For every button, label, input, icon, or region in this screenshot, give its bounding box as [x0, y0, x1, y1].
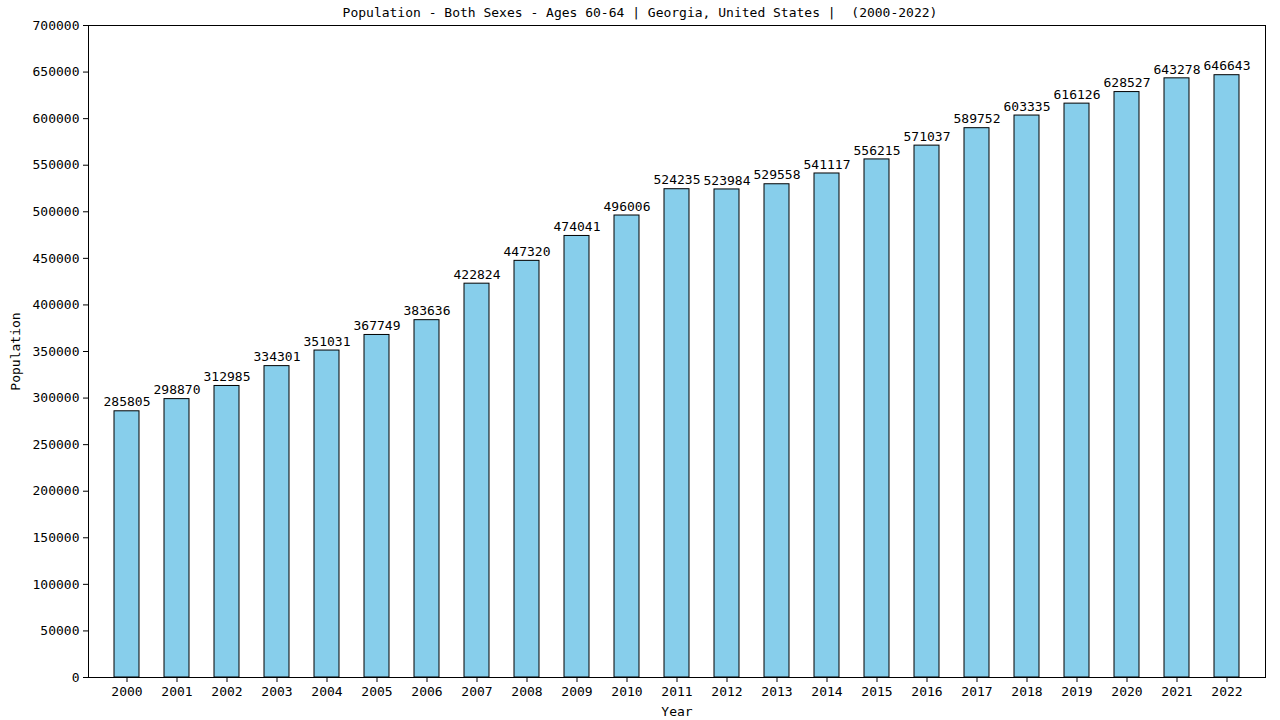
svg-text:2005: 2005	[361, 684, 392, 699]
svg-text:556215: 556215	[854, 143, 901, 158]
svg-text:2022: 2022	[1211, 684, 1242, 699]
svg-text:0: 0	[72, 670, 80, 685]
svg-text:529558: 529558	[754, 167, 801, 182]
svg-text:643278: 643278	[1154, 61, 1201, 76]
svg-text:100000: 100000	[33, 577, 80, 592]
svg-text:2008: 2008	[511, 684, 542, 699]
svg-text:300000: 300000	[33, 390, 80, 405]
svg-text:2002: 2002	[211, 684, 242, 699]
svg-text:Year: Year	[661, 704, 692, 719]
svg-text:2007: 2007	[461, 684, 492, 699]
svg-text:571037: 571037	[904, 129, 951, 144]
svg-text:2001: 2001	[161, 684, 192, 699]
svg-text:2016: 2016	[911, 684, 942, 699]
svg-text:603335: 603335	[1004, 99, 1051, 114]
svg-text:422824: 422824	[454, 267, 501, 282]
svg-text:2006: 2006	[411, 684, 442, 699]
svg-text:600000: 600000	[33, 111, 80, 126]
svg-text:312985: 312985	[204, 369, 251, 384]
svg-text:2009: 2009	[561, 684, 592, 699]
svg-text:447320: 447320	[504, 244, 551, 259]
html-text:Population - Both Sexes - Ages: Population - Both Sexes - Ages 60-64 | G…	[342, 5, 938, 20]
svg-text:589752: 589752	[954, 111, 1001, 126]
svg-text:541117: 541117	[804, 157, 851, 172]
svg-text:628527: 628527	[1104, 75, 1151, 90]
svg-text:351031: 351031	[304, 334, 351, 349]
svg-text:350000: 350000	[33, 344, 80, 359]
svg-text:650000: 650000	[33, 64, 80, 79]
svg-text:500000: 500000	[33, 204, 80, 219]
svg-text:250000: 250000	[33, 437, 80, 452]
svg-text:646643: 646643	[1204, 58, 1251, 73]
svg-text:2018: 2018	[1011, 684, 1042, 699]
svg-text:2020: 2020	[1111, 684, 1142, 699]
svg-text:496006: 496006	[604, 199, 651, 214]
svg-text:400000: 400000	[33, 297, 80, 312]
svg-text:2013: 2013	[761, 684, 792, 699]
svg-text:2010: 2010	[611, 684, 642, 699]
svg-text:383636: 383636	[404, 303, 451, 318]
svg-text:523984: 523984	[704, 173, 751, 188]
svg-text:450000: 450000	[33, 251, 80, 266]
svg-text:524235: 524235	[654, 172, 701, 187]
svg-text:2003: 2003	[261, 684, 292, 699]
svg-text:2000: 2000	[111, 684, 142, 699]
svg-text:616126: 616126	[1054, 87, 1101, 102]
svg-text:367749: 367749	[354, 318, 401, 333]
svg-text:285805: 285805	[104, 394, 151, 409]
svg-text:2017: 2017	[961, 684, 992, 699]
svg-text:2004: 2004	[311, 684, 342, 699]
svg-text:298870: 298870	[154, 382, 201, 397]
svg-text:2012: 2012	[711, 684, 742, 699]
svg-text:50000: 50000	[40, 623, 79, 638]
svg-text:334301: 334301	[254, 349, 301, 364]
svg-text:474041: 474041	[554, 219, 601, 234]
svg-text:700000: 700000	[33, 20, 80, 33]
svg-text:200000: 200000	[33, 483, 80, 498]
svg-text:2015: 2015	[861, 684, 892, 699]
svg-text:2021: 2021	[1161, 684, 1192, 699]
svg-text:2011: 2011	[661, 684, 692, 699]
svg-text:150000: 150000	[33, 530, 80, 545]
svg-text:550000: 550000	[33, 157, 80, 172]
svg-text:2019: 2019	[1061, 684, 1092, 699]
svg-text:Population: Population	[8, 312, 23, 390]
svg-text:2014: 2014	[811, 684, 842, 699]
